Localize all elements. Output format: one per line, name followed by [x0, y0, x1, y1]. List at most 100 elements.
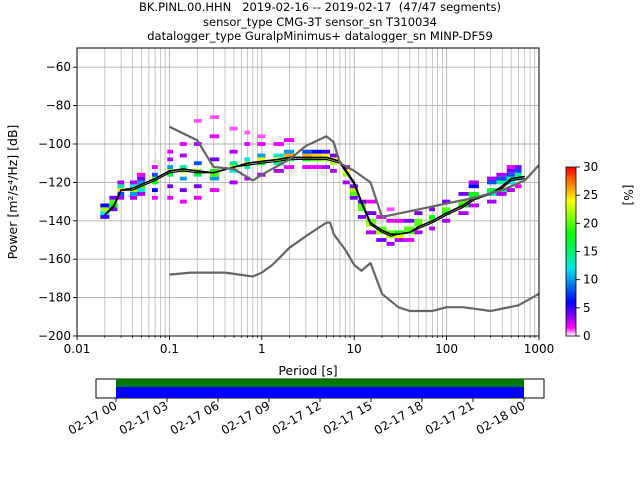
density-cell — [244, 157, 251, 162]
timeline-tick-label: 02-17 06 — [168, 398, 222, 437]
density-cell — [487, 180, 497, 185]
timeline-tick-label: 02-17 09 — [219, 398, 273, 437]
density-cell — [349, 192, 358, 196]
density-cell — [442, 218, 451, 223]
density-cell — [404, 238, 415, 242]
density-cell — [506, 165, 515, 169]
density-cell — [394, 238, 405, 242]
density-cell — [321, 149, 331, 154]
density-cell — [458, 211, 469, 216]
density-cell — [487, 176, 497, 181]
density-cell — [109, 195, 118, 200]
density-cell — [414, 211, 423, 216]
density-cell — [330, 153, 337, 158]
density-cell — [394, 218, 405, 223]
density-cell — [209, 188, 220, 192]
density-cell — [514, 168, 522, 173]
density-cell — [302, 153, 312, 158]
density-cell — [342, 180, 350, 185]
density-cell — [283, 165, 295, 169]
density-cell — [273, 153, 284, 158]
density-cell — [442, 199, 451, 204]
density-cell — [117, 180, 125, 185]
density-cell — [429, 226, 435, 231]
title-line-2: sensor_type CMG-3T sensor_sn T310034 — [203, 14, 437, 29]
density-cell — [496, 180, 507, 185]
density-cell — [365, 230, 377, 235]
density-cell — [129, 192, 138, 196]
colorbar-tick-label: 10 — [583, 273, 598, 287]
density-cell — [100, 207, 110, 212]
series-line-1 — [104, 156, 525, 235]
density-cell — [376, 238, 387, 242]
density-cell — [311, 165, 322, 169]
density-cell — [151, 195, 158, 200]
density-cell — [414, 218, 423, 223]
density-cell — [414, 222, 423, 227]
density-cell — [468, 203, 479, 208]
density-cell — [468, 180, 479, 185]
y-axis: −60 −80 −100 −120 −140 −160 −180 −200 — [38, 60, 77, 343]
density-cell — [496, 192, 507, 196]
density-cell — [151, 165, 158, 169]
density-cell — [244, 142, 251, 146]
x-axis: 0.01 0.1 1 10 100 1000 — [64, 336, 554, 356]
density-cell — [311, 149, 322, 154]
density-cell — [311, 153, 322, 158]
density-cell — [179, 188, 187, 192]
density-cell — [137, 176, 146, 181]
density-cell — [109, 207, 118, 212]
colorbar-tick-label: 20 — [583, 216, 598, 230]
density-cell — [394, 230, 405, 235]
density-cell — [117, 195, 125, 200]
density-cell — [458, 199, 469, 204]
density-cell — [302, 149, 312, 154]
colorbar — [565, 166, 577, 337]
density-cell — [283, 153, 295, 158]
density-cell — [487, 188, 497, 192]
density-cell — [167, 157, 174, 162]
plot-frame — [76, 47, 540, 337]
density-cell — [209, 157, 220, 162]
density-cell — [257, 157, 266, 162]
density-cell — [394, 234, 405, 239]
y-tick-label: −60 — [46, 60, 71, 74]
density-cell — [330, 168, 337, 173]
density-cell — [468, 192, 479, 196]
series-line-3 — [168, 125, 539, 219]
density-cell — [330, 161, 337, 166]
colorbar-tick-label: 30 — [583, 160, 598, 174]
density-cell — [404, 218, 415, 223]
density-cell — [117, 192, 125, 196]
y-tick-label: −80 — [46, 99, 71, 113]
timeline-tick-label: 02-17 03 — [117, 398, 171, 437]
timeline-bars — [116, 379, 524, 398]
density-cell — [357, 215, 366, 219]
density-cell — [209, 134, 220, 139]
y-tick-label: −200 — [38, 329, 71, 343]
density-cell — [273, 142, 284, 146]
density-cell — [137, 192, 146, 196]
y-tick-label: −180 — [38, 291, 71, 305]
density-cell — [321, 153, 331, 158]
density-cell — [129, 195, 138, 200]
x-tick-label: 1 — [258, 342, 266, 356]
density-cell — [321, 165, 331, 169]
density-cell — [137, 172, 146, 177]
y-tick-label: −160 — [38, 252, 71, 266]
density-cell — [100, 211, 110, 216]
density-cell — [365, 211, 377, 216]
density-cell — [283, 149, 295, 154]
density-cell — [117, 184, 125, 189]
density-cell — [442, 207, 451, 212]
density-cell — [244, 176, 251, 181]
density-cell — [193, 142, 202, 146]
density-cell — [209, 176, 220, 181]
density-cell — [257, 142, 266, 146]
density-cell — [151, 180, 158, 185]
timeline-tick-label: 02-17 12 — [270, 398, 324, 437]
density-cell — [100, 215, 110, 219]
series-line-4 — [169, 221, 539, 313]
